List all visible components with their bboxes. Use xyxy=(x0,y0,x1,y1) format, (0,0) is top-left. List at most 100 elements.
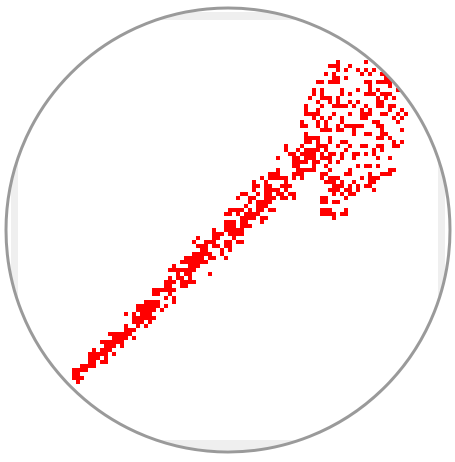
cell xyxy=(280,176,284,180)
cell xyxy=(324,148,328,152)
cell xyxy=(152,288,156,292)
cell xyxy=(252,180,256,184)
cell xyxy=(352,104,356,108)
cell xyxy=(212,232,216,236)
cell xyxy=(264,196,268,200)
cell xyxy=(388,104,392,108)
cell xyxy=(336,104,340,108)
cell xyxy=(92,356,96,360)
cell xyxy=(216,236,220,240)
cell xyxy=(72,372,76,376)
cell xyxy=(392,168,396,172)
cell xyxy=(276,172,280,176)
cell xyxy=(324,200,328,204)
cell xyxy=(176,276,180,280)
cell xyxy=(252,188,256,192)
cell xyxy=(336,124,340,128)
cell xyxy=(188,268,192,272)
cell xyxy=(332,216,336,220)
cell xyxy=(324,164,328,168)
cell xyxy=(344,104,348,108)
cell xyxy=(332,80,336,84)
cell xyxy=(260,208,264,212)
cell xyxy=(288,192,292,196)
cell xyxy=(336,188,340,192)
cell xyxy=(232,228,236,232)
cell xyxy=(240,208,244,212)
cell xyxy=(364,92,368,96)
cell xyxy=(332,64,336,68)
cell xyxy=(228,240,232,244)
cell xyxy=(248,212,252,216)
cell xyxy=(304,132,308,136)
cell xyxy=(284,176,288,180)
cell xyxy=(148,316,152,320)
cell xyxy=(112,340,116,344)
cell xyxy=(360,116,364,120)
cell xyxy=(192,264,196,268)
cell xyxy=(380,144,384,148)
cell xyxy=(376,176,380,180)
cell xyxy=(380,172,384,176)
cell xyxy=(304,112,308,116)
cell xyxy=(128,332,132,336)
cell xyxy=(152,316,156,320)
cell xyxy=(296,168,300,172)
cell xyxy=(116,336,120,340)
cell xyxy=(364,60,368,64)
cell xyxy=(104,344,108,348)
cell xyxy=(348,172,352,176)
cell xyxy=(116,340,120,344)
cell xyxy=(320,208,324,212)
cell xyxy=(216,232,220,236)
cell xyxy=(404,112,408,116)
cell xyxy=(384,172,388,176)
cell xyxy=(248,216,252,220)
cell xyxy=(360,124,364,128)
cell xyxy=(320,104,324,108)
cell xyxy=(316,112,320,116)
cell xyxy=(88,356,92,360)
cell xyxy=(164,288,168,292)
cell xyxy=(320,96,324,100)
cell xyxy=(308,112,312,116)
cell xyxy=(148,320,152,324)
cell xyxy=(260,216,264,220)
cell xyxy=(212,256,216,260)
cell xyxy=(276,192,280,196)
cell xyxy=(348,92,352,96)
cell xyxy=(328,128,332,132)
cell xyxy=(292,196,296,200)
cell xyxy=(164,296,168,300)
cell xyxy=(228,228,232,232)
cell xyxy=(340,92,344,96)
cell xyxy=(252,216,256,220)
cell xyxy=(104,348,108,352)
cell xyxy=(340,212,344,216)
cell xyxy=(192,256,196,260)
cell xyxy=(164,304,168,308)
cell xyxy=(388,80,392,84)
cell xyxy=(184,284,188,288)
cell xyxy=(336,100,340,104)
cell xyxy=(92,348,96,352)
cell xyxy=(292,164,296,168)
cell xyxy=(312,88,316,92)
cell xyxy=(100,348,104,352)
cell xyxy=(280,196,284,200)
cell xyxy=(132,316,136,320)
cell xyxy=(132,328,136,332)
cell xyxy=(356,164,360,168)
cell xyxy=(324,196,328,200)
cell xyxy=(148,304,152,308)
cell xyxy=(268,188,272,192)
cell xyxy=(348,112,352,116)
cell xyxy=(380,92,384,96)
cell xyxy=(300,160,304,164)
cell xyxy=(236,240,240,244)
cell xyxy=(192,240,196,244)
cell xyxy=(340,104,344,108)
cell xyxy=(192,280,196,284)
cell xyxy=(288,184,292,188)
cell xyxy=(248,224,252,228)
